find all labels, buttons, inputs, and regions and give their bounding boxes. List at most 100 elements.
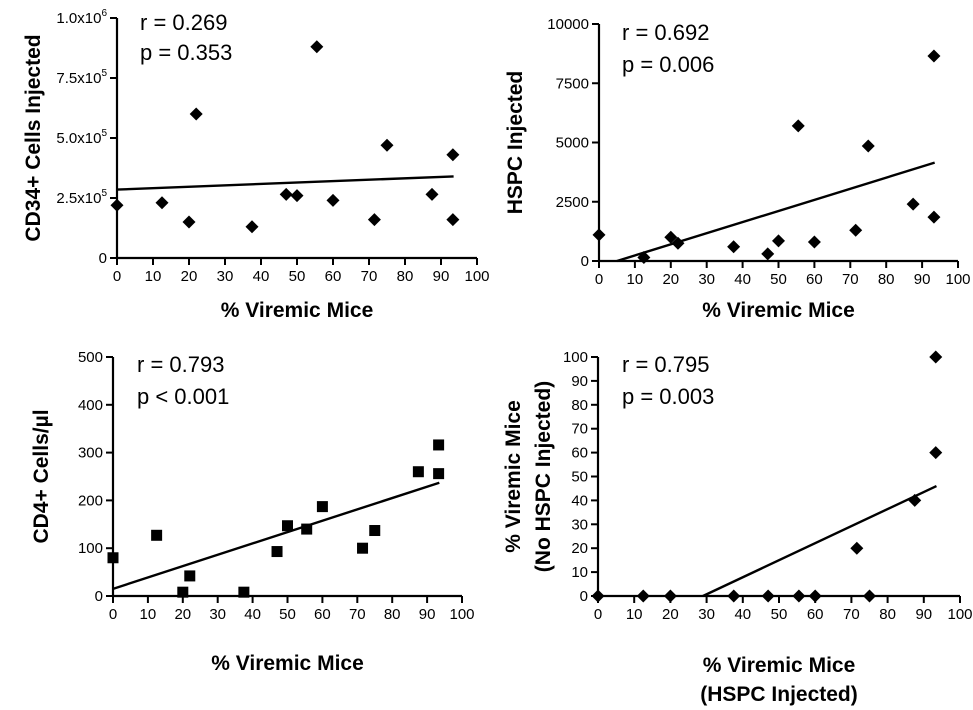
data-point-diamond (761, 589, 775, 603)
data-point-square (369, 525, 381, 537)
x-tick-label: 60 (325, 268, 342, 285)
data-point-square (412, 466, 424, 478)
data-point-square (301, 523, 313, 535)
x-tick-label: 60 (314, 606, 331, 623)
x-tick-label: 50 (770, 271, 787, 288)
x-tick-label: 10 (145, 268, 162, 285)
regression-line (116, 175, 454, 191)
x-tick-label: 80 (397, 268, 414, 285)
x-axis-label: % Viremic Mice (211, 652, 364, 675)
y-tick-label: 20 (571, 540, 588, 557)
data-point-square (433, 468, 445, 480)
data-point-diamond (425, 187, 439, 201)
data-point-diamond (663, 589, 677, 603)
y-tick-label: 7500 (556, 75, 589, 92)
x-tick-label: 50 (279, 606, 296, 623)
x-tick-label: 40 (244, 606, 261, 623)
correlation-r-text: r = 0.793 (137, 352, 224, 377)
data-point-diamond (791, 119, 805, 133)
y-axis-label-line2: (No HSPC Injected) (532, 381, 555, 572)
regression-line (616, 161, 936, 263)
x-tick-label: 80 (878, 271, 895, 288)
y-tick-label: 500 (78, 349, 103, 366)
data-point-diamond (446, 213, 460, 227)
chart-panel-c: 0 10 20 30 40 50 60 70 80 90 100 0 100 200 300 400 500 % … (30, 349, 475, 675)
x-tick-label: 20 (181, 268, 198, 285)
x-tick-label: 30 (698, 271, 715, 288)
data-point-diamond (772, 234, 785, 248)
x-tick-label: 20 (174, 606, 191, 623)
x-tick-label: 0 (595, 271, 603, 288)
x-tick-label: 10 (140, 606, 157, 623)
y-tick-label: 300 (78, 445, 103, 462)
data-point-square (433, 439, 445, 451)
data-point-diamond (245, 220, 259, 234)
y-tick-label: 0 (581, 253, 589, 270)
data-point-diamond (808, 589, 822, 603)
chart-panel-a: 0 10 20 30 40 50 60 70 80 90 100 0 2.5x105 5.0x105 7.5… (22, 8, 490, 322)
data-point-diamond (290, 189, 304, 203)
x-tick-label: 90 (914, 271, 931, 288)
y-tick-label: 5.0x105 (56, 128, 107, 147)
data-point-square (177, 586, 189, 598)
y-axis-label: HSPC Injected (504, 71, 527, 215)
x-tick-label: 60 (807, 606, 824, 623)
data-point-diamond (927, 210, 941, 224)
x-tick-label: 20 (662, 606, 679, 623)
x-tick-label: 100 (464, 268, 489, 285)
data-point-diamond (664, 230, 678, 244)
x-axis-label: % Viremic Mice (221, 299, 374, 322)
x-tick-label: 80 (879, 606, 896, 623)
data-point-diamond (727, 240, 741, 254)
x-tick-label: 30 (209, 606, 226, 623)
y-tick-label: 50 (571, 469, 588, 486)
chart-panel-b: 0 10 20 30 40 50 60 70 80 90 100 0 2500 5000 7500 10000… (504, 16, 971, 322)
correlation-r-text: r = 0.692 (622, 20, 709, 45)
correlation-p-text: p = 0.353 (140, 40, 232, 65)
y-tick-label: 60 (571, 445, 588, 462)
y-tick-label: 10000 (547, 16, 589, 33)
data-point-diamond (110, 198, 124, 212)
y-tick-label: 0 (95, 588, 103, 605)
x-tick-label: 10 (626, 606, 643, 623)
data-point-diamond (189, 107, 203, 121)
data-point-diamond (863, 589, 876, 603)
data-point-diamond (591, 589, 605, 603)
correlation-p-text: p = 0.006 (622, 52, 714, 77)
correlation-r-text: r = 0.269 (140, 10, 227, 35)
y-tick-label: 200 (78, 492, 103, 509)
data-point-diamond (310, 40, 324, 54)
data-point-diamond (792, 589, 806, 603)
x-tick-label: 70 (842, 271, 859, 288)
data-point-square (184, 570, 196, 582)
correlation-p-text: p < 0.001 (137, 384, 229, 409)
y-tick-label: 0 (99, 250, 107, 267)
y-tick-label: 0 (580, 588, 588, 605)
x-tick-label: 70 (349, 606, 366, 623)
data-point-diamond (326, 193, 340, 207)
x-tick-label: 0 (113, 268, 121, 285)
data-point-diamond (849, 223, 863, 237)
y-tick-label: 1.0x106 (56, 8, 107, 27)
x-axis-label-line2: (HSPC Injected) (700, 683, 858, 706)
y-tick-label: 400 (78, 397, 103, 414)
y-tick-label: 10 (571, 564, 588, 581)
data-point-diamond (908, 493, 922, 507)
x-tick-label: 80 (384, 606, 401, 623)
data-point-diamond (861, 139, 875, 153)
y-tick-label: 2.5x105 (56, 188, 107, 207)
data-point-diamond (446, 148, 460, 162)
y-tick-label: 100 (563, 349, 588, 366)
data-point-diamond (727, 589, 741, 603)
x-tick-label: 10 (627, 271, 644, 288)
y-axis-label: CD4+ Cells/µl (30, 409, 53, 543)
y-tick-label: 90 (571, 373, 588, 390)
y-tick-label: 5000 (556, 135, 589, 152)
y-axis-label: % Viremic Mice (502, 400, 525, 553)
y-tick-label: 100 (78, 540, 103, 557)
chart-panel-d: 0 10 20 30 40 50 60 70 80 90 100 0 10 20 30 40 50 60 70 80 9… (502, 349, 973, 706)
x-tick-label: 70 (361, 268, 378, 285)
data-point-square (282, 520, 293, 532)
x-tick-label: 20 (662, 271, 679, 288)
x-tick-label: 40 (734, 271, 751, 288)
